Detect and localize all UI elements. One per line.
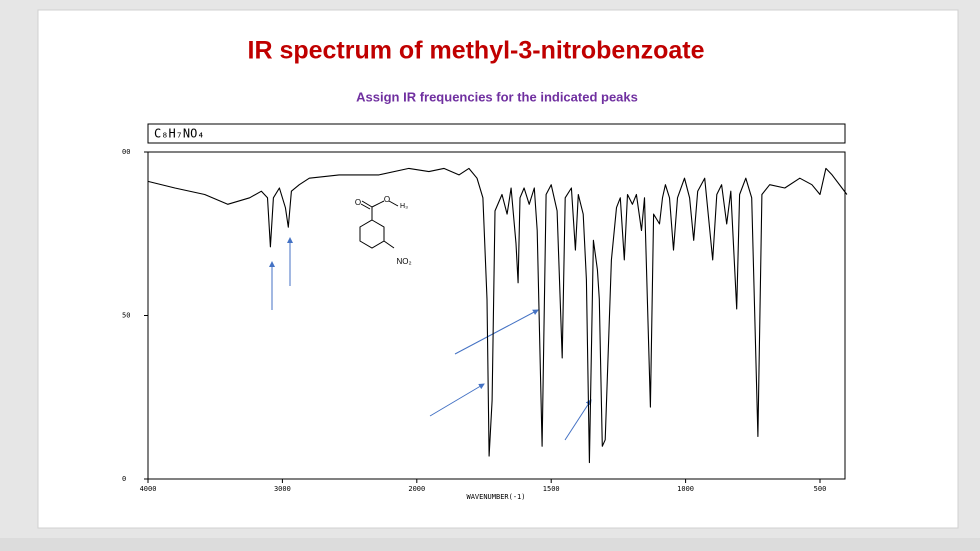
arrows [269,237,592,441]
status-bar [0,538,980,551]
formula-box [147,123,846,144]
chart-subtitle: Assign IR frequencies for the indicated … [356,89,638,104]
chart-title: IR spectrum of methyl-3-nitrobenzoate [248,37,705,65]
y-tick-label: 50 [122,312,130,320]
x-tick-label: 3000 [274,485,291,493]
x-axis-label: WAVENUMBER(-1) [466,493,525,501]
structure-label: H₃ [400,203,408,210]
y-tick-label: 0 [122,475,126,483]
structure-label: NO₂ [396,257,411,266]
structure-label: O [384,195,390,204]
x-tick-label: 1500 [543,485,560,493]
y-tick-label: 00 [122,148,130,156]
slide [37,9,959,529]
structure-label: O [355,198,361,207]
x-tick-label: 2000 [408,485,425,493]
toolbar-bg [0,0,980,10]
x-tick-label: 500 [814,485,827,493]
x-tick-label: 1000 [677,485,694,493]
molecule [359,200,399,249]
spectrum-line [147,167,848,464]
x-tick-label: 4000 [140,485,157,493]
formula: C₈H₇NO₄ [154,127,205,141]
